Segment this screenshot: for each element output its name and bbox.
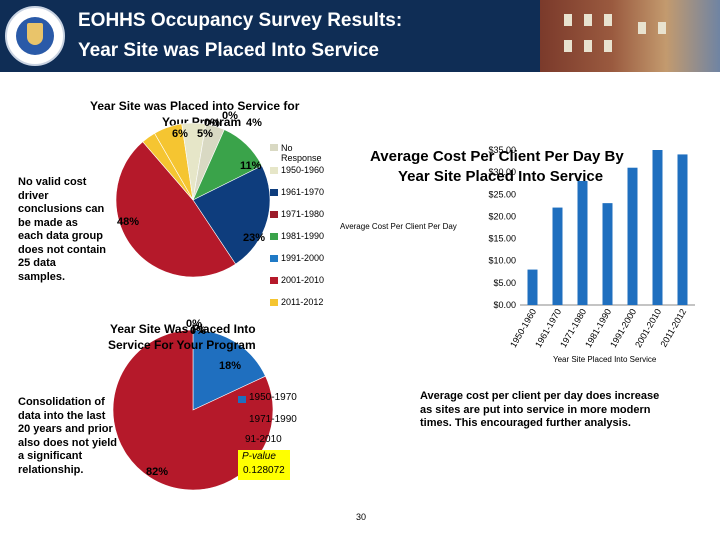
bar-chart-bar	[652, 150, 663, 305]
legend-label: 2001-2010	[281, 275, 325, 285]
legend-label: 1981-1990	[281, 231, 325, 241]
bar-chart-ytick: $5.00	[493, 278, 516, 288]
legend-swatch	[270, 211, 278, 218]
pie2-label: 82%	[146, 466, 169, 478]
bar-chart-series-label: Average Cost Per Client Per Day	[340, 222, 457, 231]
legend-label: 1991-2000	[281, 253, 325, 263]
pie1-label: 23%	[243, 232, 266, 244]
pie2-note: Consolidation of data into the last 20 y…	[18, 396, 118, 476]
legend-swatch	[270, 144, 278, 151]
legend-swatch	[270, 255, 278, 262]
legend-label: 1950-1960	[281, 165, 325, 175]
bar-chart-xtick: 2011-2012	[658, 307, 688, 349]
legend-label: 2011-2012	[281, 297, 324, 307]
page-number: 30	[356, 512, 367, 522]
bar-chart-ytick: $10.00	[488, 256, 516, 266]
bar-chart-ytick: $30.00	[488, 167, 516, 177]
legend-swatch	[270, 167, 278, 174]
bar-chart-ytick: $25.00	[488, 189, 516, 199]
bar-chart-ytick: $20.00	[488, 211, 516, 221]
pie2-title-line1: Year Site Was Placed Into	[110, 322, 256, 336]
pie1-slice-1981-1990	[192, 165, 271, 265]
legend-swatch	[270, 299, 278, 306]
header-bar: EOHHS Occupancy Survey Results: Year Sit…	[0, 0, 720, 72]
bar-chart-title-line2: Year Site Placed Into Service	[398, 168, 604, 185]
pie1-title-line1: Year Site was Placed into Service for	[90, 99, 300, 113]
bar-chart-bar	[627, 167, 638, 305]
state-seal-logo	[5, 6, 65, 66]
bar-chart-bar	[602, 203, 613, 305]
bar-chart: $0.00 $5.00 $10.00 $15.00 $20.00 $25.00 $30.00…	[488, 145, 695, 349]
bar-chart-bar	[527, 269, 538, 305]
pie1-note: No valid cost driver conclusions can be …	[18, 176, 106, 283]
statehouse-photo	[540, 0, 720, 72]
legend-swatch	[270, 189, 278, 196]
pie1-slice-1991-2000	[115, 141, 237, 278]
pie1-label: 0%	[222, 110, 238, 122]
seal-shield-icon	[27, 23, 43, 45]
pie1-label: 0%	[204, 117, 220, 129]
pie1-label: 6%	[172, 128, 188, 140]
pie1-label: 11%	[240, 160, 262, 172]
legend-label: 1961-1970	[281, 187, 325, 197]
pie1-slice-2011-2012	[142, 132, 194, 201]
pie1-label: 4%	[246, 117, 262, 129]
page-title-line1: EOHHS Occupancy Survey Results:	[78, 10, 403, 31]
legend-label: 1971-1990	[249, 414, 297, 425]
bar-chart-ytick: $0.00	[493, 300, 516, 310]
bar-chart-xlabel: Year Site Placed Into Service	[553, 355, 657, 364]
pie2-label: 0%	[190, 325, 206, 337]
legend-label: No Response	[281, 143, 322, 163]
conclusion-note: Average cost per client per day does inc…	[420, 390, 660, 429]
pie1-label: 48%	[117, 216, 140, 228]
bar-chart-bar	[577, 181, 588, 305]
pie2-slice-1971-1990	[112, 329, 274, 491]
legend-label: 1971-1980	[281, 209, 325, 219]
bar-chart-ytick: $35.00	[488, 145, 516, 155]
pvalue-box	[238, 450, 290, 480]
legend-swatch	[238, 418, 246, 425]
bar-chart-bar	[552, 207, 563, 305]
pie2-slice-1950-1970	[192, 329, 266, 411]
bar-chart-bar	[677, 154, 688, 305]
legend-swatch	[270, 277, 278, 284]
pie2-label: 0%	[186, 318, 202, 330]
pvalue-value: 0.128072	[243, 465, 285, 476]
legend-swatch	[270, 233, 278, 240]
pvalue-label: P-value	[242, 451, 276, 462]
bar-chart-title-line1: Average Cost Per Client Per Day By	[370, 148, 624, 165]
pie1-label: 5%	[197, 128, 213, 140]
page-title-line2: Year Site was Placed Into Service	[78, 40, 379, 61]
legend-label: 1950-1970	[249, 392, 297, 403]
pie2-label: 18%	[219, 360, 242, 372]
bar-chart-ytick: $15.00	[488, 234, 516, 244]
legend-swatch	[238, 396, 246, 403]
pie2-title-line2: Service For Your Program	[108, 338, 256, 352]
legend-label: 91-2010	[245, 434, 282, 445]
